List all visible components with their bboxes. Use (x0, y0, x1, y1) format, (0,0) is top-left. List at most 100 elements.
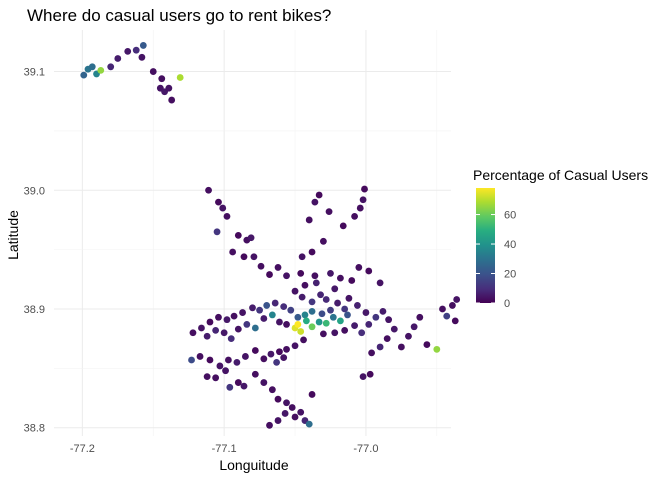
data-point (305, 420, 313, 428)
data-point (308, 307, 316, 315)
data-point (327, 306, 334, 314)
data-point (298, 293, 306, 301)
x-axis-title: Longuitude (219, 457, 289, 473)
data-point (240, 253, 248, 261)
data-point (318, 310, 326, 318)
data-point (449, 302, 456, 309)
data-point (251, 370, 259, 378)
data-point (383, 335, 391, 343)
data-point (249, 304, 256, 312)
data-point (355, 264, 363, 271)
data-point (329, 313, 337, 321)
data-point (268, 311, 276, 319)
data-point (198, 324, 205, 332)
data-point (300, 336, 307, 344)
data-point (327, 269, 334, 277)
data-point (132, 46, 140, 54)
data-point (351, 322, 358, 329)
data-point (247, 234, 255, 242)
data-point (239, 309, 246, 316)
data-point (283, 345, 290, 353)
data-point (359, 196, 367, 204)
data-point (205, 186, 212, 194)
data-point (149, 68, 157, 75)
data-point (339, 222, 347, 230)
data-point (397, 343, 405, 351)
data-point (390, 325, 398, 333)
data-point (206, 356, 214, 364)
data-point (88, 63, 96, 71)
data-point (176, 74, 184, 81)
y-tick-label: 38.8 (24, 423, 45, 435)
data-point (216, 362, 224, 370)
data-point (260, 379, 268, 386)
data-point (283, 321, 290, 328)
data-point (344, 311, 351, 319)
data-point (203, 332, 211, 340)
data-point (189, 329, 197, 337)
data-point (158, 75, 166, 83)
data-point (308, 298, 316, 306)
data-point (354, 302, 361, 309)
data-point (308, 248, 316, 256)
data-point (337, 274, 344, 282)
data-point (385, 316, 393, 324)
data-point (97, 66, 105, 74)
data-point (322, 296, 330, 303)
legend-title: Percentage of Casual Users (473, 167, 648, 183)
data-point (168, 96, 176, 104)
data-point (242, 353, 249, 360)
data-point (361, 185, 368, 193)
data-point (405, 332, 412, 340)
data-point (234, 325, 242, 333)
data-point (188, 356, 195, 364)
data-point (138, 53, 146, 61)
x-tick-label: -77.1 (212, 443, 237, 455)
data-point (308, 391, 316, 398)
data-point (281, 410, 289, 417)
legend-ticks: 0 20 40 60 (476, 210, 516, 310)
data-point (268, 386, 276, 394)
data-point (266, 421, 273, 429)
data-point (165, 84, 173, 92)
legend-tick-label: 60 (504, 210, 516, 222)
data-point (223, 212, 231, 220)
data-point (376, 343, 384, 351)
y-tick-label: 39.1 (24, 67, 45, 79)
data-point (348, 277, 356, 284)
data-point (291, 287, 299, 295)
y-tick-label: 38.9 (24, 304, 45, 316)
data-point (224, 356, 232, 364)
data-point (443, 312, 451, 320)
y-axis-ticks: 38.8 38.9 39.0 39.1 (24, 67, 45, 435)
data-point (257, 262, 265, 270)
data-point (372, 313, 380, 321)
data-point (291, 342, 299, 350)
data-point (256, 306, 263, 314)
data-point (287, 306, 295, 314)
data-point (337, 317, 344, 325)
chart-title: Where do casual users go to rent bikes? (27, 6, 331, 25)
data-point (294, 313, 302, 321)
data-point (341, 305, 349, 313)
data-point (223, 316, 231, 324)
data-point (365, 267, 373, 275)
legend-tick-label: 40 (504, 239, 516, 251)
data-point (124, 47, 132, 55)
data-point (196, 353, 204, 360)
data-point (351, 212, 358, 220)
data-point (215, 198, 222, 206)
data-point (283, 399, 290, 407)
data-point (276, 318, 283, 326)
data-point (80, 71, 88, 79)
data-point (433, 345, 441, 353)
data-point (345, 294, 353, 302)
data-point (308, 323, 316, 331)
data-point (315, 191, 323, 199)
data-points (80, 42, 461, 429)
data-point (114, 55, 122, 62)
data-point (219, 204, 227, 212)
data-point (243, 321, 251, 328)
legend-colorbar (476, 188, 495, 303)
legend-tick-label: 0 (504, 298, 510, 310)
